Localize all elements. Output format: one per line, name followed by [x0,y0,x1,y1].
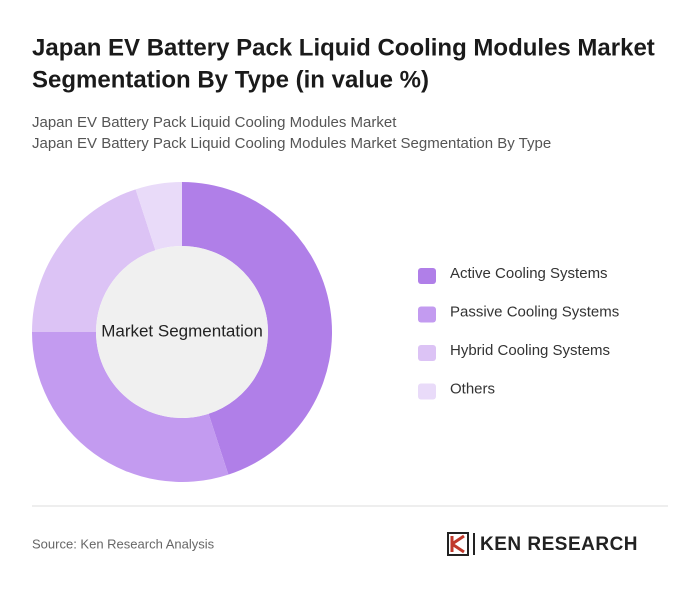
legend-swatch [418,345,436,361]
legend-label: Passive Cooling Systems [450,303,619,320]
donut-segment [32,189,156,332]
legend-swatch [418,268,436,284]
legend-swatch [418,306,436,323]
donut-segment [182,182,333,475]
center-label: Market Segmentation [101,321,263,340]
donut-segment [32,332,229,482]
legend-label: Others [450,380,495,397]
source: Source: Ken Research Analysis [32,536,215,551]
subtitle: Japan EV Battery Pack Liquid Cooling Mod… [32,114,397,131]
brand: KEN RESEARCH [480,534,638,555]
legend-swatch [418,383,436,400]
subtitle: Japan EV Battery Pack Liquid Cooling Mod… [32,135,551,152]
logo-icon [447,532,475,556]
legend-label: Active Cooling Systems [450,265,608,282]
donut: Market Segmentation [32,182,333,482]
chart-title: Segmentation By Type (in value %) [32,66,429,93]
legend: Active Cooling Systems Passive Cooling Sy… [418,265,619,400]
legend-label: Hybrid Cooling Systems [450,342,610,359]
donut-hole [96,246,268,418]
donut-segment [135,182,182,251]
chart-title: Japan EV Battery Pack Liquid Cooling Mod… [32,34,655,61]
